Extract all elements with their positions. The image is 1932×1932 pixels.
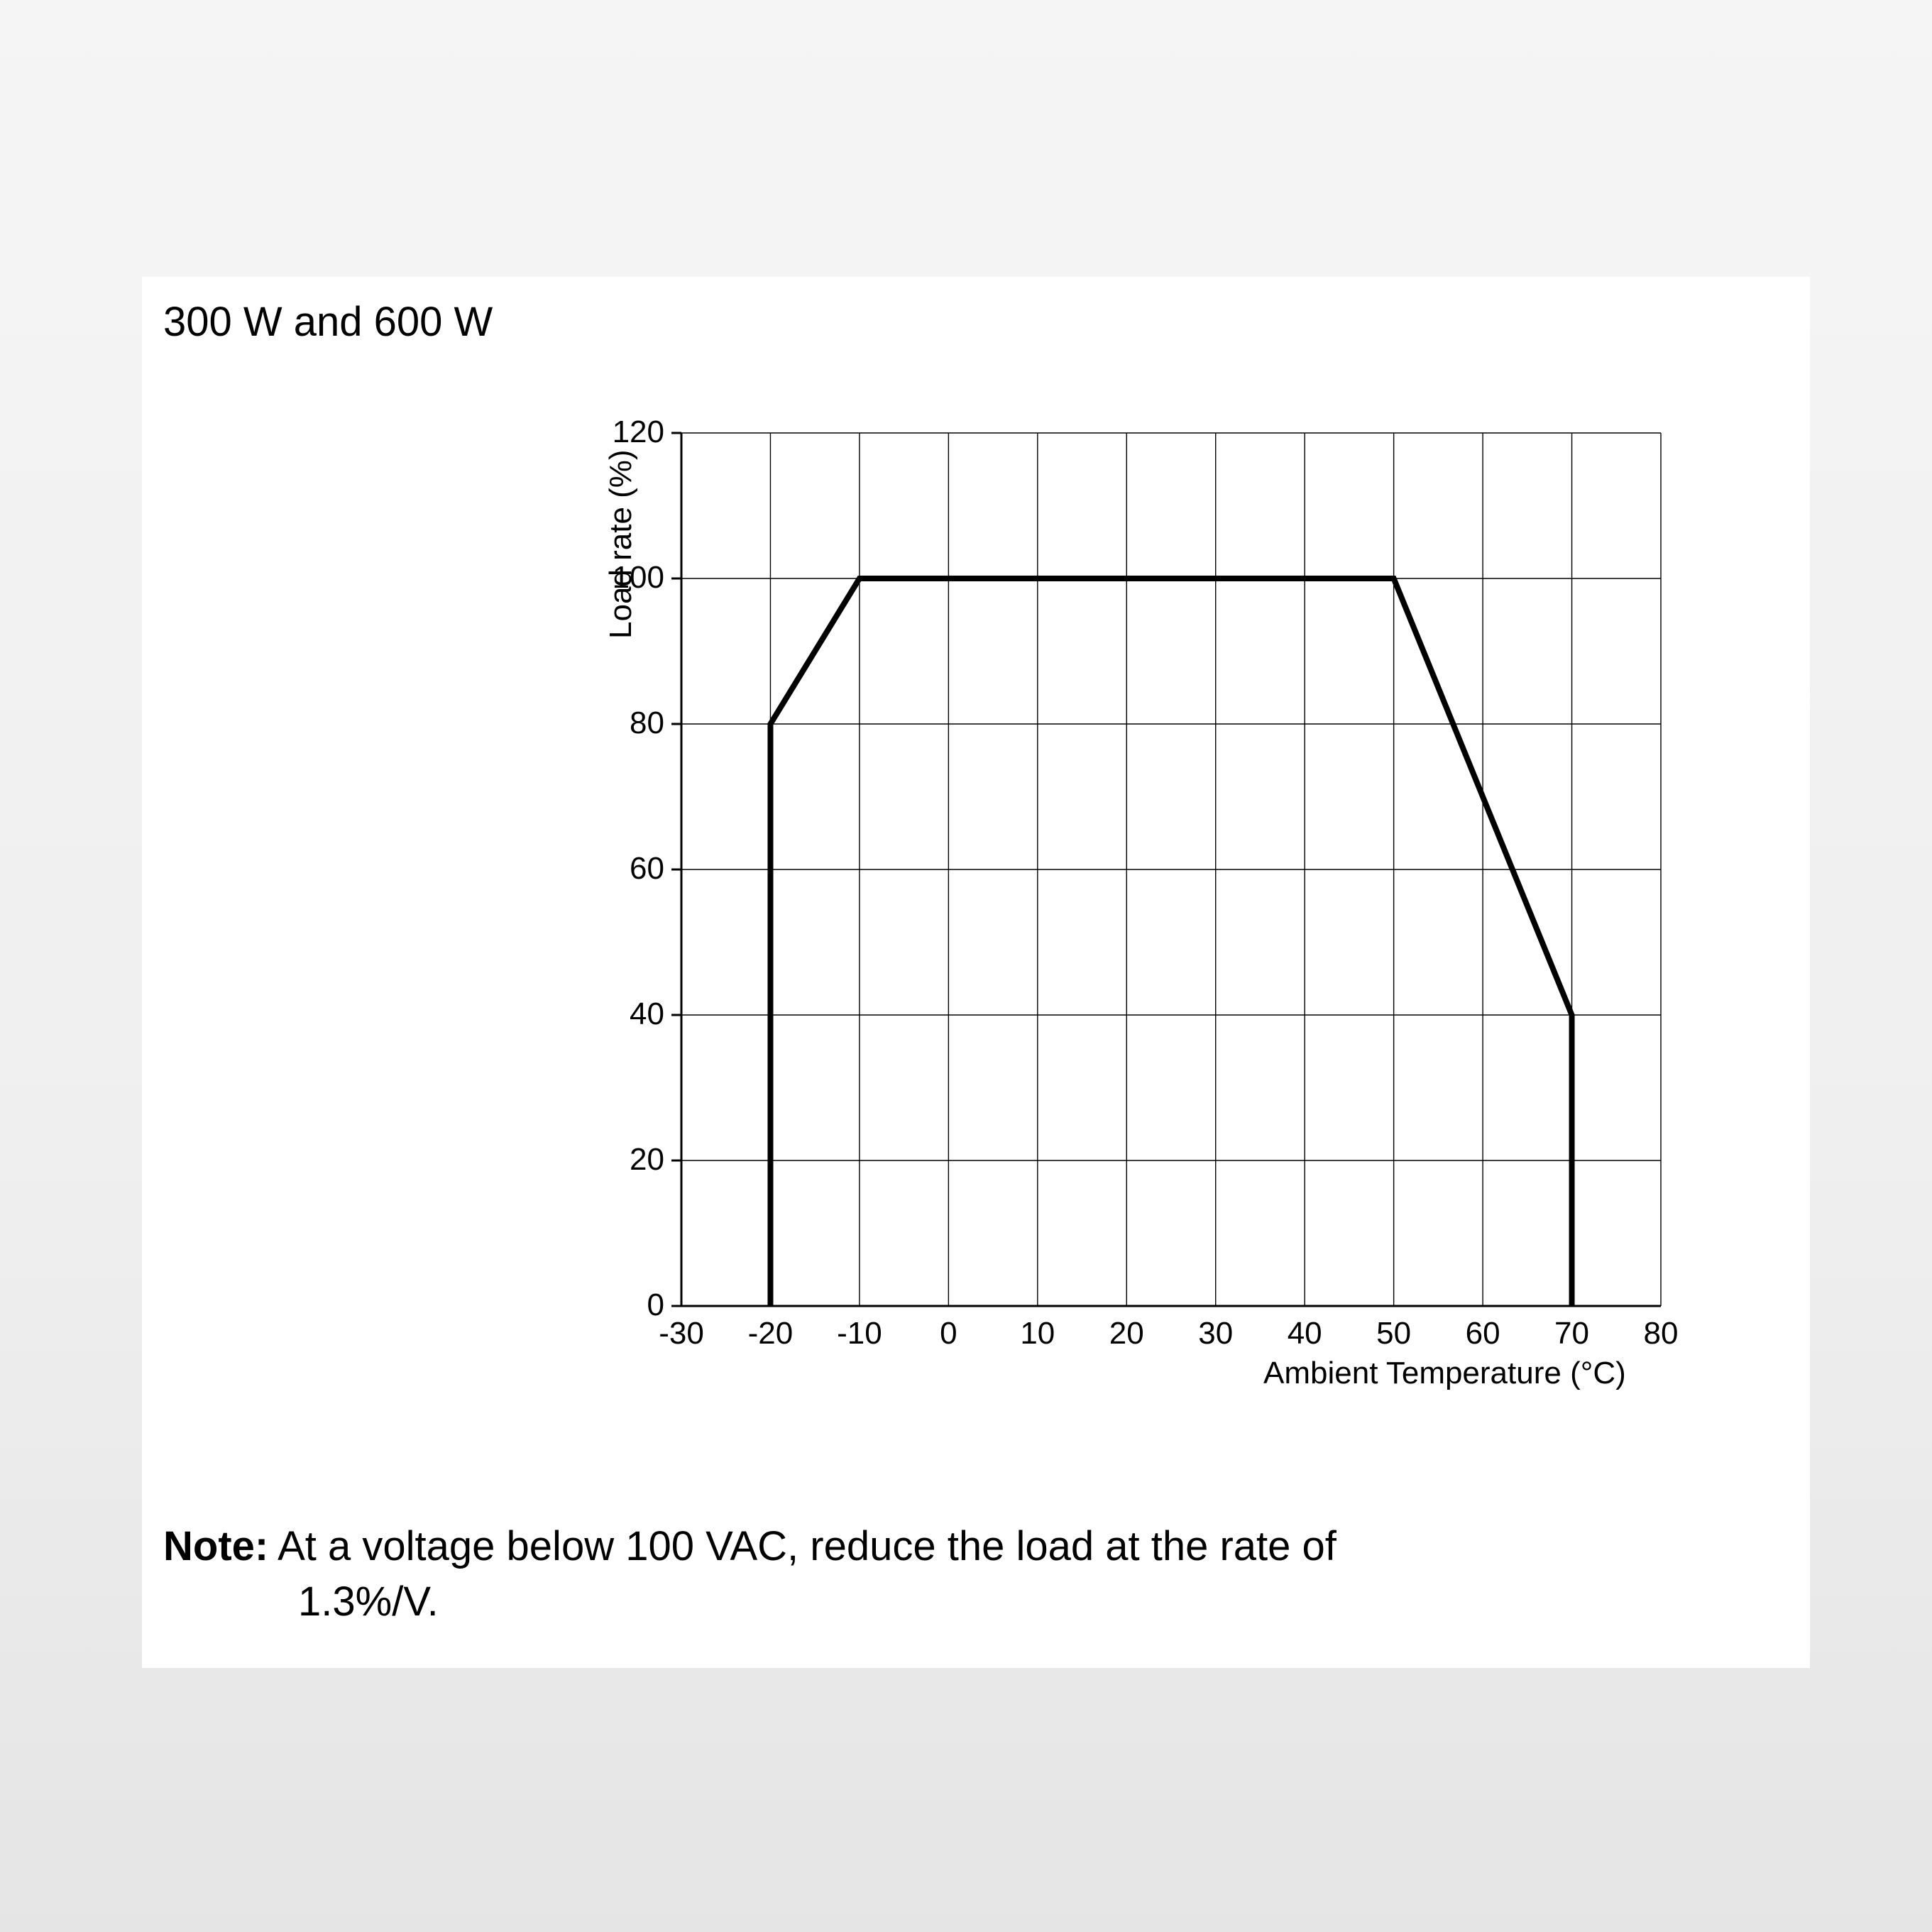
- x-tick: 80: [1632, 1316, 1689, 1351]
- x-tick: 60: [1454, 1316, 1511, 1351]
- x-tick: -10: [831, 1316, 888, 1351]
- x-tick: 40: [1276, 1316, 1333, 1351]
- x-tick: 70: [1544, 1316, 1601, 1351]
- y-tick: 20: [630, 1142, 664, 1178]
- y-tick: 80: [630, 706, 664, 741]
- x-tick: 30: [1187, 1316, 1244, 1351]
- derating-chart: [483, 390, 1689, 1427]
- x-tick: 50: [1366, 1316, 1422, 1351]
- x-axis-label: Ambient Temperature (°C): [1263, 1356, 1626, 1391]
- x-tick: 0: [920, 1316, 977, 1351]
- note-line2: 1.3%/V.: [163, 1574, 1725, 1630]
- y-axis-label: Load rate (%): [603, 449, 639, 639]
- note-line1: At a voltage below 100 VAC, reduce the l…: [268, 1523, 1337, 1569]
- chart-title: 300 W and 600 W: [163, 298, 493, 346]
- y-tick: 100: [613, 560, 664, 595]
- x-tick: 20: [1098, 1316, 1155, 1351]
- x-tick: -30: [653, 1316, 710, 1351]
- y-tick: 120: [613, 415, 664, 450]
- figure-panel: 300 W and 600 W Load rate (%) Ambient Te…: [142, 277, 1810, 1668]
- y-tick: 40: [630, 997, 664, 1032]
- note-label: Note:: [163, 1523, 268, 1569]
- x-tick: 10: [1009, 1316, 1066, 1351]
- note-text: Note: At a voltage below 100 VAC, reduce…: [163, 1519, 1725, 1630]
- y-tick: 60: [630, 851, 664, 887]
- chart-area: Load rate (%) Ambient Temperature (°C) 0…: [483, 390, 1689, 1498]
- x-tick: -20: [742, 1316, 798, 1351]
